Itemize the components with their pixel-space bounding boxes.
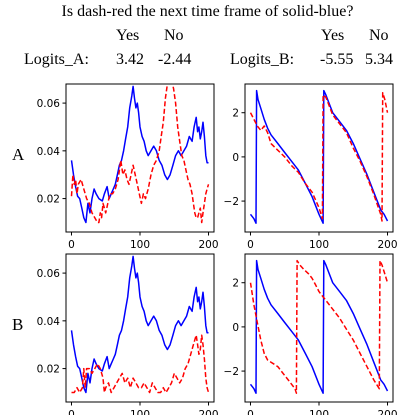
panel-a1-frame (65, 83, 215, 233)
logits-a-no-header: No (164, 27, 184, 44)
panel-a2-xtick-label: 100 (309, 239, 329, 251)
question-title: Is dash-red the next time frame of solid… (61, 3, 354, 20)
panel-a2-xtick-label: 0 (247, 239, 254, 251)
panel-b2-dash-red-line (249, 259, 389, 394)
panel-b1-xtick-label: 0 (68, 409, 75, 415)
panel-a1-ytick-label: 0.02 (37, 194, 60, 206)
logits-b-yes-header: Yes (321, 27, 345, 44)
panel-b2-solid-blue-line (249, 259, 389, 394)
logits-b-yes-value: -5.55 (320, 51, 354, 68)
panel-a2-xtick-label: 200 (377, 239, 397, 251)
row-label-a: A (12, 145, 25, 164)
panel-b2-ytick-label: 0 (232, 322, 239, 334)
panel-a2-dash-red-line (249, 92, 389, 222)
panel-a1-ytick-label: 0.06 (37, 98, 61, 110)
panel-a1-xtick-label: 200 (198, 239, 218, 251)
panel-b2-ytick-label: 2 (232, 278, 239, 290)
logits-a-no-value: -2.44 (158, 51, 192, 68)
panel-b2-frame (244, 253, 394, 403)
logits-a-yes-header: Yes (116, 27, 140, 44)
panel-a2-solid-blue-line (249, 89, 389, 224)
panel-a2-ytick-label: 2 (232, 108, 239, 120)
panel-b2-xtick-label: 100 (309, 409, 329, 415)
panel-b1-dash-red-line (71, 334, 210, 394)
panel-b2-ytick-label: −2 (224, 366, 239, 378)
panel-b1-ytick-label: 0.02 (37, 364, 60, 376)
panel-b1-frame (65, 253, 215, 403)
panel-a1: 0 100 200 0.02 0.04 0.06 (37, 83, 219, 251)
row-label-b: B (12, 315, 23, 334)
panel-a1-xtick-label: 0 (68, 239, 75, 251)
panel-b2: 0 100 200 −2 0 2 (224, 253, 398, 415)
logits-b-no-header: No (369, 27, 389, 44)
panel-a2-ytick-label: −2 (224, 196, 239, 208)
panel-a1-xtick-label: 100 (130, 239, 150, 251)
panel-a1-dash-red-line (70, 84, 210, 224)
panel-b1-xtick-label: 200 (198, 409, 218, 415)
panel-a2-ytick-label: 0 (232, 152, 239, 164)
panel-b1-ytick-label: 0.06 (37, 268, 61, 280)
panel-b1-xtick-label: 100 (130, 409, 150, 415)
logits-b-label: Logits_B: (230, 51, 295, 68)
logits-a-yes-value: 3.42 (116, 51, 144, 68)
logits-a-label: Logits_A: (24, 51, 89, 68)
panel-b1: 0 100 200 0.02 0.04 0.06 (37, 253, 219, 415)
logits-b-no-value: 5.34 (365, 51, 393, 68)
panel-b1-ytick-label: 0.04 (37, 316, 61, 328)
panel-a1-solid-blue-line (70, 85, 209, 224)
panel-a1-ytick-label: 0.04 (37, 146, 61, 158)
panel-a2: 0 100 200 −2 0 2 (224, 83, 398, 251)
panel-b2-xtick-label: 200 (377, 409, 397, 415)
panel-b2-xtick-label: 0 (247, 409, 254, 415)
panel-b1-solid-blue-line (70, 255, 209, 394)
